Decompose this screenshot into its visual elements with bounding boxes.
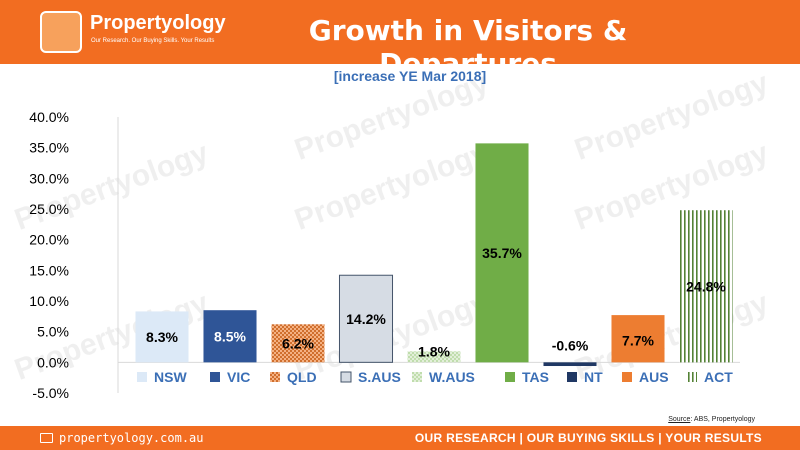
footer-tagline: OUR RESEARCH | OUR BUYING SKILLS | YOUR … — [414, 431, 762, 445]
legend-swatch — [412, 372, 422, 382]
legend-label: QLD — [287, 369, 317, 385]
data-label: 6.2% — [282, 335, 314, 351]
y-tick-label: -5.0% — [32, 385, 69, 401]
legend-swatch — [137, 372, 147, 382]
header-bar: Propertyology Our Research. Our Buying S… — [0, 0, 800, 80]
legend-swatch — [505, 372, 515, 382]
bar-waus — [407, 351, 461, 363]
footer-bar: propertyology.com.au OUR RESEARCH | OUR … — [0, 426, 800, 450]
legend-label: AUS — [639, 369, 669, 385]
bar-qld — [271, 324, 325, 363]
data-label: 14.2% — [346, 311, 386, 327]
legend-label: W.AUS — [429, 369, 475, 385]
brand-tagline: Our Research. Our Buying Skills. Your Re… — [91, 38, 215, 44]
y-tick-label: 15.0% — [29, 262, 69, 278]
y-tick-label: 35.0% — [29, 140, 69, 156]
footer-url[interactable]: propertyology.com.au — [40, 431, 204, 445]
y-tick-label: 5.0% — [37, 324, 69, 340]
page-title: Growth in Visitors & Departures — [308, 14, 628, 80]
legend-swatch — [270, 372, 280, 382]
legend-label: VIC — [227, 369, 250, 385]
legend-swatch — [622, 372, 632, 382]
brand-name: Propertyology — [90, 12, 226, 34]
legend-label: S.AUS — [358, 369, 401, 385]
legend-label: TAS — [522, 369, 549, 385]
data-label: 24.8% — [686, 278, 726, 294]
legend-label: NSW — [154, 369, 187, 385]
y-tick-label: 25.0% — [29, 201, 69, 217]
y-tick-label: 40.0% — [29, 109, 69, 125]
house-logo-icon — [40, 11, 82, 53]
bar-saus — [338, 274, 394, 363]
legend-swatch — [687, 372, 697, 382]
bar-nsw — [135, 311, 189, 363]
legend-swatch — [567, 372, 577, 382]
source-label: Source — [668, 416, 691, 423]
source-note: Source: ABS, Propertyology — [668, 416, 755, 423]
data-label: -0.6% — [552, 337, 589, 353]
bar-aus — [611, 315, 665, 363]
data-label: 35.7% — [482, 245, 522, 261]
footer-url-text: propertyology.com.au — [59, 431, 204, 445]
legend-label: ACT — [704, 369, 733, 385]
legend-label: NT — [584, 369, 603, 385]
y-tick-label: 10.0% — [29, 293, 69, 309]
legend-swatch — [340, 371, 352, 383]
y-tick-label: 0.0% — [37, 354, 69, 370]
y-tick-label: 20.0% — [29, 232, 69, 248]
data-label: 8.3% — [146, 329, 178, 345]
data-label: 8.5% — [214, 328, 246, 344]
bar-nt — [543, 362, 597, 367]
data-label: 1.8% — [418, 343, 450, 359]
source-text: : ABS, Propertyology — [690, 416, 755, 423]
legend-swatch — [210, 372, 220, 382]
bar-act — [679, 210, 733, 363]
data-label: 7.7% — [622, 332, 654, 348]
y-tick-label: 30.0% — [29, 170, 69, 186]
monitor-icon — [40, 432, 53, 443]
bar-vic — [203, 310, 257, 363]
chart-title: [increase YE Mar 2018] — [333, 68, 487, 84]
bar-tas — [475, 143, 529, 363]
